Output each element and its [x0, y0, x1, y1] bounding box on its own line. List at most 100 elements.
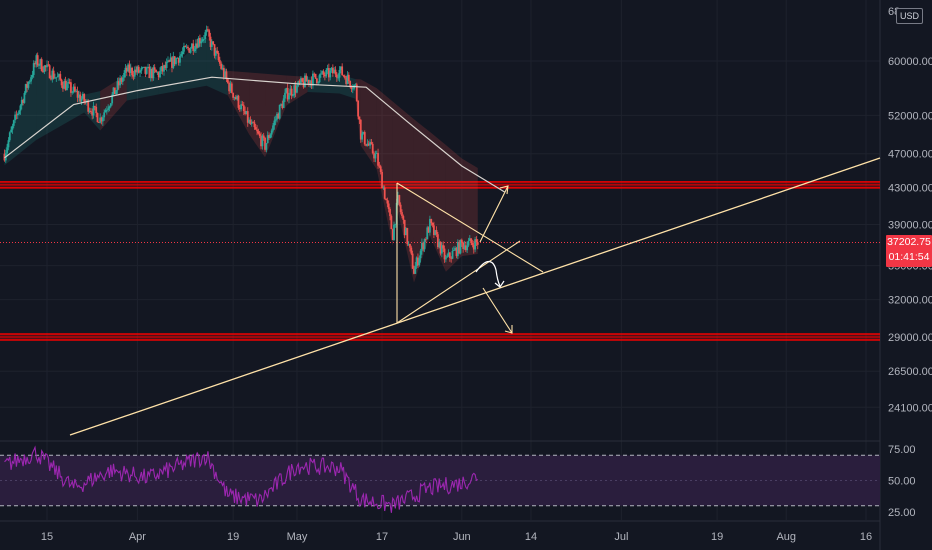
- candle-body: [296, 85, 298, 93]
- candle-body: [161, 66, 164, 72]
- candle-body: [136, 66, 139, 73]
- candle-body: [373, 153, 375, 159]
- candle-body: [246, 111, 249, 123]
- candle-body: [81, 93, 84, 99]
- candle-body: [28, 81, 31, 83]
- candle-body: [100, 117, 103, 122]
- candle-body: [250, 122, 253, 125]
- candle-body: [257, 131, 260, 134]
- time-tick-label: 17: [376, 531, 388, 543]
- candle-body: [273, 120, 276, 126]
- candle-body: [68, 82, 71, 83]
- candle-body: [51, 70, 54, 80]
- candle-body: [244, 110, 247, 115]
- candle-body: [201, 39, 204, 42]
- candle-body: [89, 110, 92, 112]
- candle-body: [152, 67, 155, 79]
- candle-body: [268, 135, 270, 139]
- candle-body: [325, 70, 328, 77]
- trend-drawings[interactable]: [69, 157, 881, 436]
- candle-body: [274, 119, 277, 121]
- candle-body: [446, 256, 449, 258]
- candle-body: [95, 106, 98, 114]
- candle-body: [208, 30, 211, 37]
- candle-body: [341, 66, 344, 76]
- candle-body: [97, 122, 100, 123]
- candle-body: [43, 65, 46, 72]
- candle-body: [204, 32, 207, 39]
- candle-body: [321, 71, 324, 74]
- candle-body: [375, 153, 378, 154]
- candle-body: [216, 50, 219, 54]
- time-tick-label: Jul: [614, 531, 628, 543]
- candle-body: [440, 245, 443, 254]
- candle-body: [125, 67, 128, 72]
- candle-body: [411, 253, 414, 269]
- candle-body: [164, 65, 167, 68]
- candle-body: [346, 74, 349, 84]
- candle-body: [371, 143, 374, 154]
- last-price: 37202.75: [887, 236, 931, 248]
- candle-body: [66, 83, 68, 91]
- currency-badge[interactable]: USD: [896, 8, 924, 24]
- candle-body: [298, 81, 301, 83]
- candle-body: [26, 84, 28, 88]
- candle-body: [387, 203, 390, 210]
- candle-body: [116, 81, 119, 91]
- candle-body: [112, 87, 115, 95]
- candle-body: [407, 243, 410, 245]
- candle-body: [351, 88, 354, 90]
- candle-body: [326, 68, 329, 71]
- candle-body: [334, 69, 337, 75]
- candle-body: [133, 69, 136, 77]
- candle-body: [290, 88, 293, 96]
- candle-body: [39, 59, 42, 66]
- candle-body: [180, 54, 183, 56]
- candle-body: [262, 135, 265, 138]
- candle-body: [454, 247, 457, 251]
- candle-body: [317, 82, 320, 84]
- candle-body: [460, 239, 463, 243]
- candle-body: [124, 67, 127, 73]
- time-axis[interactable]: 15 Apr 19 May 17 Jun 14 Jul 19 Aug 16: [41, 531, 872, 543]
- candle-body: [210, 41, 213, 47]
- candle-body: [382, 187, 385, 189]
- candle-body: [318, 74, 321, 83]
- candle-body: [206, 29, 209, 31]
- candle-body: [418, 258, 421, 266]
- candle-body: [261, 135, 264, 147]
- candle-body: [181, 51, 184, 55]
- candle-body: [399, 204, 402, 213]
- candle-body: [76, 91, 79, 98]
- candle-body: [159, 70, 161, 78]
- candle-body: [187, 46, 189, 49]
- candle-body: [374, 153, 377, 159]
- candle-body: [366, 143, 369, 146]
- candle-body: [248, 119, 250, 123]
- rsi-tick-label: 50.00: [888, 476, 916, 488]
- candle-body: [241, 104, 244, 106]
- candle-body: [258, 133, 261, 137]
- candle-body: [312, 73, 314, 86]
- candle-body: [44, 65, 47, 68]
- candle-body: [70, 82, 72, 93]
- candle-body: [176, 57, 179, 59]
- candle-body: [379, 166, 382, 172]
- candle-body: [156, 72, 159, 74]
- time-tick-label: 19: [227, 531, 239, 543]
- candle-body: [300, 78, 302, 83]
- candle-body: [329, 70, 332, 78]
- candle-body: [390, 216, 393, 230]
- candle-body: [101, 117, 104, 122]
- rsi-tick-label: 25.00: [888, 507, 916, 519]
- candle-body: [62, 85, 64, 89]
- candle-body: [357, 100, 360, 117]
- price-tick-label: 26500.00: [888, 366, 932, 378]
- candle-body: [439, 241, 442, 254]
- price-tick-label: 60000.00: [888, 56, 932, 68]
- candle-body: [254, 127, 257, 130]
- candle-body: [383, 187, 386, 199]
- candle-body: [230, 83, 233, 93]
- candle-body: [20, 99, 23, 106]
